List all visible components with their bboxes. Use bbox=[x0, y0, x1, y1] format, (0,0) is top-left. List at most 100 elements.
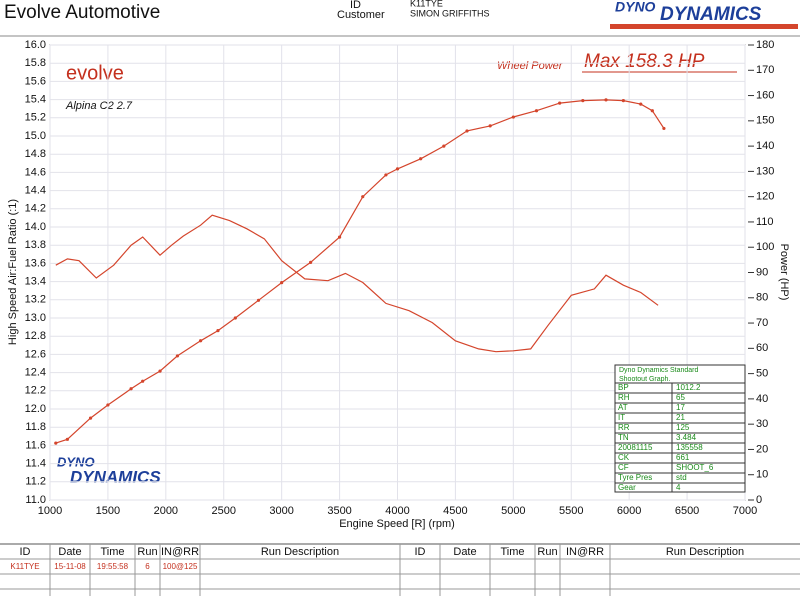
y2-tick-label: 160 bbox=[756, 89, 774, 101]
series-point bbox=[511, 115, 515, 119]
y-tick-label: 13.4 bbox=[25, 276, 46, 288]
series-point bbox=[442, 144, 446, 148]
shootout-box: Dyno Dynamics Standard Shootout Graph.BP 1… bbox=[614, 364, 746, 493]
y2-tick-label: 20 bbox=[756, 443, 768, 455]
header-logo: DYNAMICS bbox=[660, 4, 762, 25]
y2-axis-label: Power (HP) bbox=[778, 244, 790, 301]
y-tick-label: 13.8 bbox=[25, 239, 46, 251]
shootout-cell: Gear bbox=[618, 483, 636, 492]
table-header: Run Description bbox=[261, 546, 339, 558]
dyno-logo: DYNAMICS bbox=[70, 467, 161, 486]
shootout-cell: 20081115 bbox=[618, 443, 653, 452]
y-tick-label: 11.6 bbox=[25, 439, 46, 451]
series-point bbox=[141, 379, 145, 383]
shootout-cell: 661 bbox=[676, 453, 690, 462]
x-tick-label: 4500 bbox=[443, 505, 467, 517]
y2-tick-label: 80 bbox=[756, 292, 768, 304]
series-point bbox=[65, 437, 69, 441]
y-tick-label: 11.2 bbox=[25, 476, 46, 488]
table-header: Date bbox=[453, 546, 476, 558]
series-point bbox=[216, 329, 220, 333]
id-value: K11TYE bbox=[410, 0, 443, 8]
y2-tick-label: 40 bbox=[756, 393, 768, 405]
table-header: Run bbox=[137, 546, 157, 558]
x-tick-label: 5500 bbox=[559, 505, 583, 517]
table-header: ID bbox=[415, 546, 426, 558]
y2-tick-label: 100 bbox=[756, 241, 774, 253]
shootout-cell: SHOOT_6 bbox=[676, 463, 714, 472]
shootout-cell: std bbox=[676, 473, 687, 482]
runs-table: ID Date Time Run IN@RR Run Description ID Date T… bbox=[0, 543, 800, 596]
shootout-title: Shootout Graph. bbox=[619, 376, 670, 383]
y-tick-label: 11.0 bbox=[25, 494, 46, 506]
shootout-cell: RH bbox=[618, 393, 630, 402]
x-tick-label: 4000 bbox=[385, 505, 409, 517]
y2-tick-label: 180 bbox=[756, 39, 774, 51]
y2-tick-label: 130 bbox=[756, 165, 774, 177]
table-header: Time bbox=[500, 546, 524, 558]
series-point bbox=[395, 167, 400, 171]
series-point bbox=[198, 339, 203, 343]
shootout-cell: 65 bbox=[676, 393, 685, 402]
series-point bbox=[233, 316, 237, 320]
series-point bbox=[604, 98, 608, 102]
shootout-cell: 17 bbox=[676, 403, 685, 412]
series-point bbox=[337, 235, 342, 239]
x-tick-label: 1000 bbox=[38, 505, 62, 517]
y-tick-label: 14.4 bbox=[25, 185, 46, 197]
y-tick-label: 11.4 bbox=[25, 458, 46, 470]
dyno-logo: DYNO bbox=[57, 454, 95, 469]
x-tick-label: 7000 bbox=[733, 505, 757, 517]
table-cell: 15-11-08 bbox=[54, 562, 86, 571]
table-cell: 100@125 bbox=[163, 562, 198, 571]
shootout-cell: 1012.2 bbox=[676, 383, 701, 392]
y2-tick-label: 150 bbox=[756, 115, 774, 127]
marks bbox=[54, 98, 666, 445]
y-tick-label: 15.2 bbox=[25, 112, 46, 124]
evolve-logo: evolve bbox=[66, 62, 124, 84]
series-point bbox=[361, 195, 365, 199]
shootout-cell: AT bbox=[618, 403, 628, 412]
y2-tick-label: 120 bbox=[756, 191, 774, 203]
shootout-cell: RR bbox=[618, 423, 630, 432]
series-point bbox=[175, 354, 180, 358]
shootout-frame bbox=[614, 364, 746, 493]
series-line bbox=[55, 214, 659, 353]
y2-tick-label: 60 bbox=[756, 342, 768, 354]
series-point bbox=[581, 99, 585, 103]
y2-tick-label: 10 bbox=[756, 469, 768, 481]
x-tick-label: 3500 bbox=[327, 505, 351, 517]
series-point bbox=[662, 126, 666, 131]
grid: 1000 1500 2000 2500 3000 3500 4000 4500 5000 5500… bbox=[25, 39, 775, 517]
table-header: IN@RR bbox=[566, 546, 604, 558]
table-header: Run Description bbox=[666, 546, 744, 558]
customer-value: SIMON GRIFFITHS bbox=[410, 8, 490, 18]
series-point bbox=[309, 260, 313, 264]
table-cell: 6 bbox=[145, 562, 150, 571]
x-tick-label: 2000 bbox=[154, 505, 178, 517]
shootout-cell: 125 bbox=[676, 423, 690, 432]
shootout-cell: 3.484 bbox=[676, 433, 697, 442]
y-tick-label: 14.0 bbox=[25, 221, 46, 233]
y2-tick-label: 70 bbox=[756, 317, 768, 329]
x-tick-label: 1500 bbox=[96, 505, 120, 517]
shootout-cell: BP bbox=[618, 383, 629, 392]
y2-tick-label: 140 bbox=[756, 140, 774, 152]
shootout-cell: IT bbox=[618, 413, 625, 422]
id-label: ID bbox=[350, 0, 361, 11]
shootout-cell: Tyre Pres bbox=[618, 473, 652, 482]
series-point bbox=[256, 298, 261, 302]
x-tick-label: 2500 bbox=[212, 505, 236, 517]
y-tick-label: 12.0 bbox=[25, 403, 46, 415]
y2-tick-label: 170 bbox=[756, 64, 774, 76]
logo-bar bbox=[610, 24, 798, 29]
series-point bbox=[158, 369, 162, 373]
x-axis-label: Engine Speed [R] (rpm) bbox=[339, 518, 455, 530]
vehicle-label: Alpina C2 2.7 bbox=[65, 100, 133, 112]
series-point bbox=[534, 109, 539, 113]
shootout-cell: 4 bbox=[676, 483, 681, 492]
y-tick-label: 16.0 bbox=[25, 39, 46, 51]
series-point bbox=[650, 109, 654, 113]
y-tick-label: 15.8 bbox=[25, 57, 46, 69]
